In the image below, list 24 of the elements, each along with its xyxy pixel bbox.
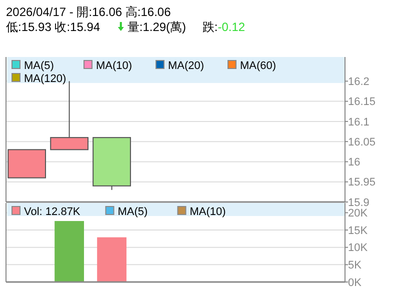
- y-tick-label: 10K: [348, 242, 368, 254]
- legend-label: MA(120): [24, 73, 66, 85]
- y-tick-label: 16: [348, 156, 360, 169]
- legend-label: MA(10): [190, 206, 226, 218]
- y-tick-label: 5K: [348, 260, 362, 272]
- y-tick-label: 15.9: [348, 196, 370, 209]
- text: 跌:-0.12: [202, 20, 246, 34]
- chart-title: 2026/04/17 - 開:16.06 高:16.06: [6, 5, 172, 19]
- chart-subtitle: 低:15.93 收:15.94: [6, 20, 100, 34]
- legend-label: MA(60): [240, 60, 276, 72]
- y-tick-label: 16.1: [348, 116, 370, 128]
- y-tick-label: 0K: [348, 276, 362, 289]
- legend-label: Vol: 12.87K: [24, 206, 81, 218]
- y-tick-label: 20K: [348, 208, 368, 220]
- y-tick-label: 16.2: [348, 76, 370, 88]
- y-tick-label: 15K: [348, 224, 368, 237]
- legend-label: MA(5): [118, 206, 148, 218]
- text: 量:1.29(萬): [127, 20, 186, 34]
- legend-label: MA(10): [96, 60, 132, 72]
- y-tick-label: 16.15: [348, 96, 376, 108]
- y-tick-label: 15.95: [348, 176, 376, 189]
- legend-label: MA(5): [24, 60, 54, 72]
- y-tick-label: 16.05: [348, 136, 376, 148]
- legend-label: MA(20): [168, 60, 204, 72]
